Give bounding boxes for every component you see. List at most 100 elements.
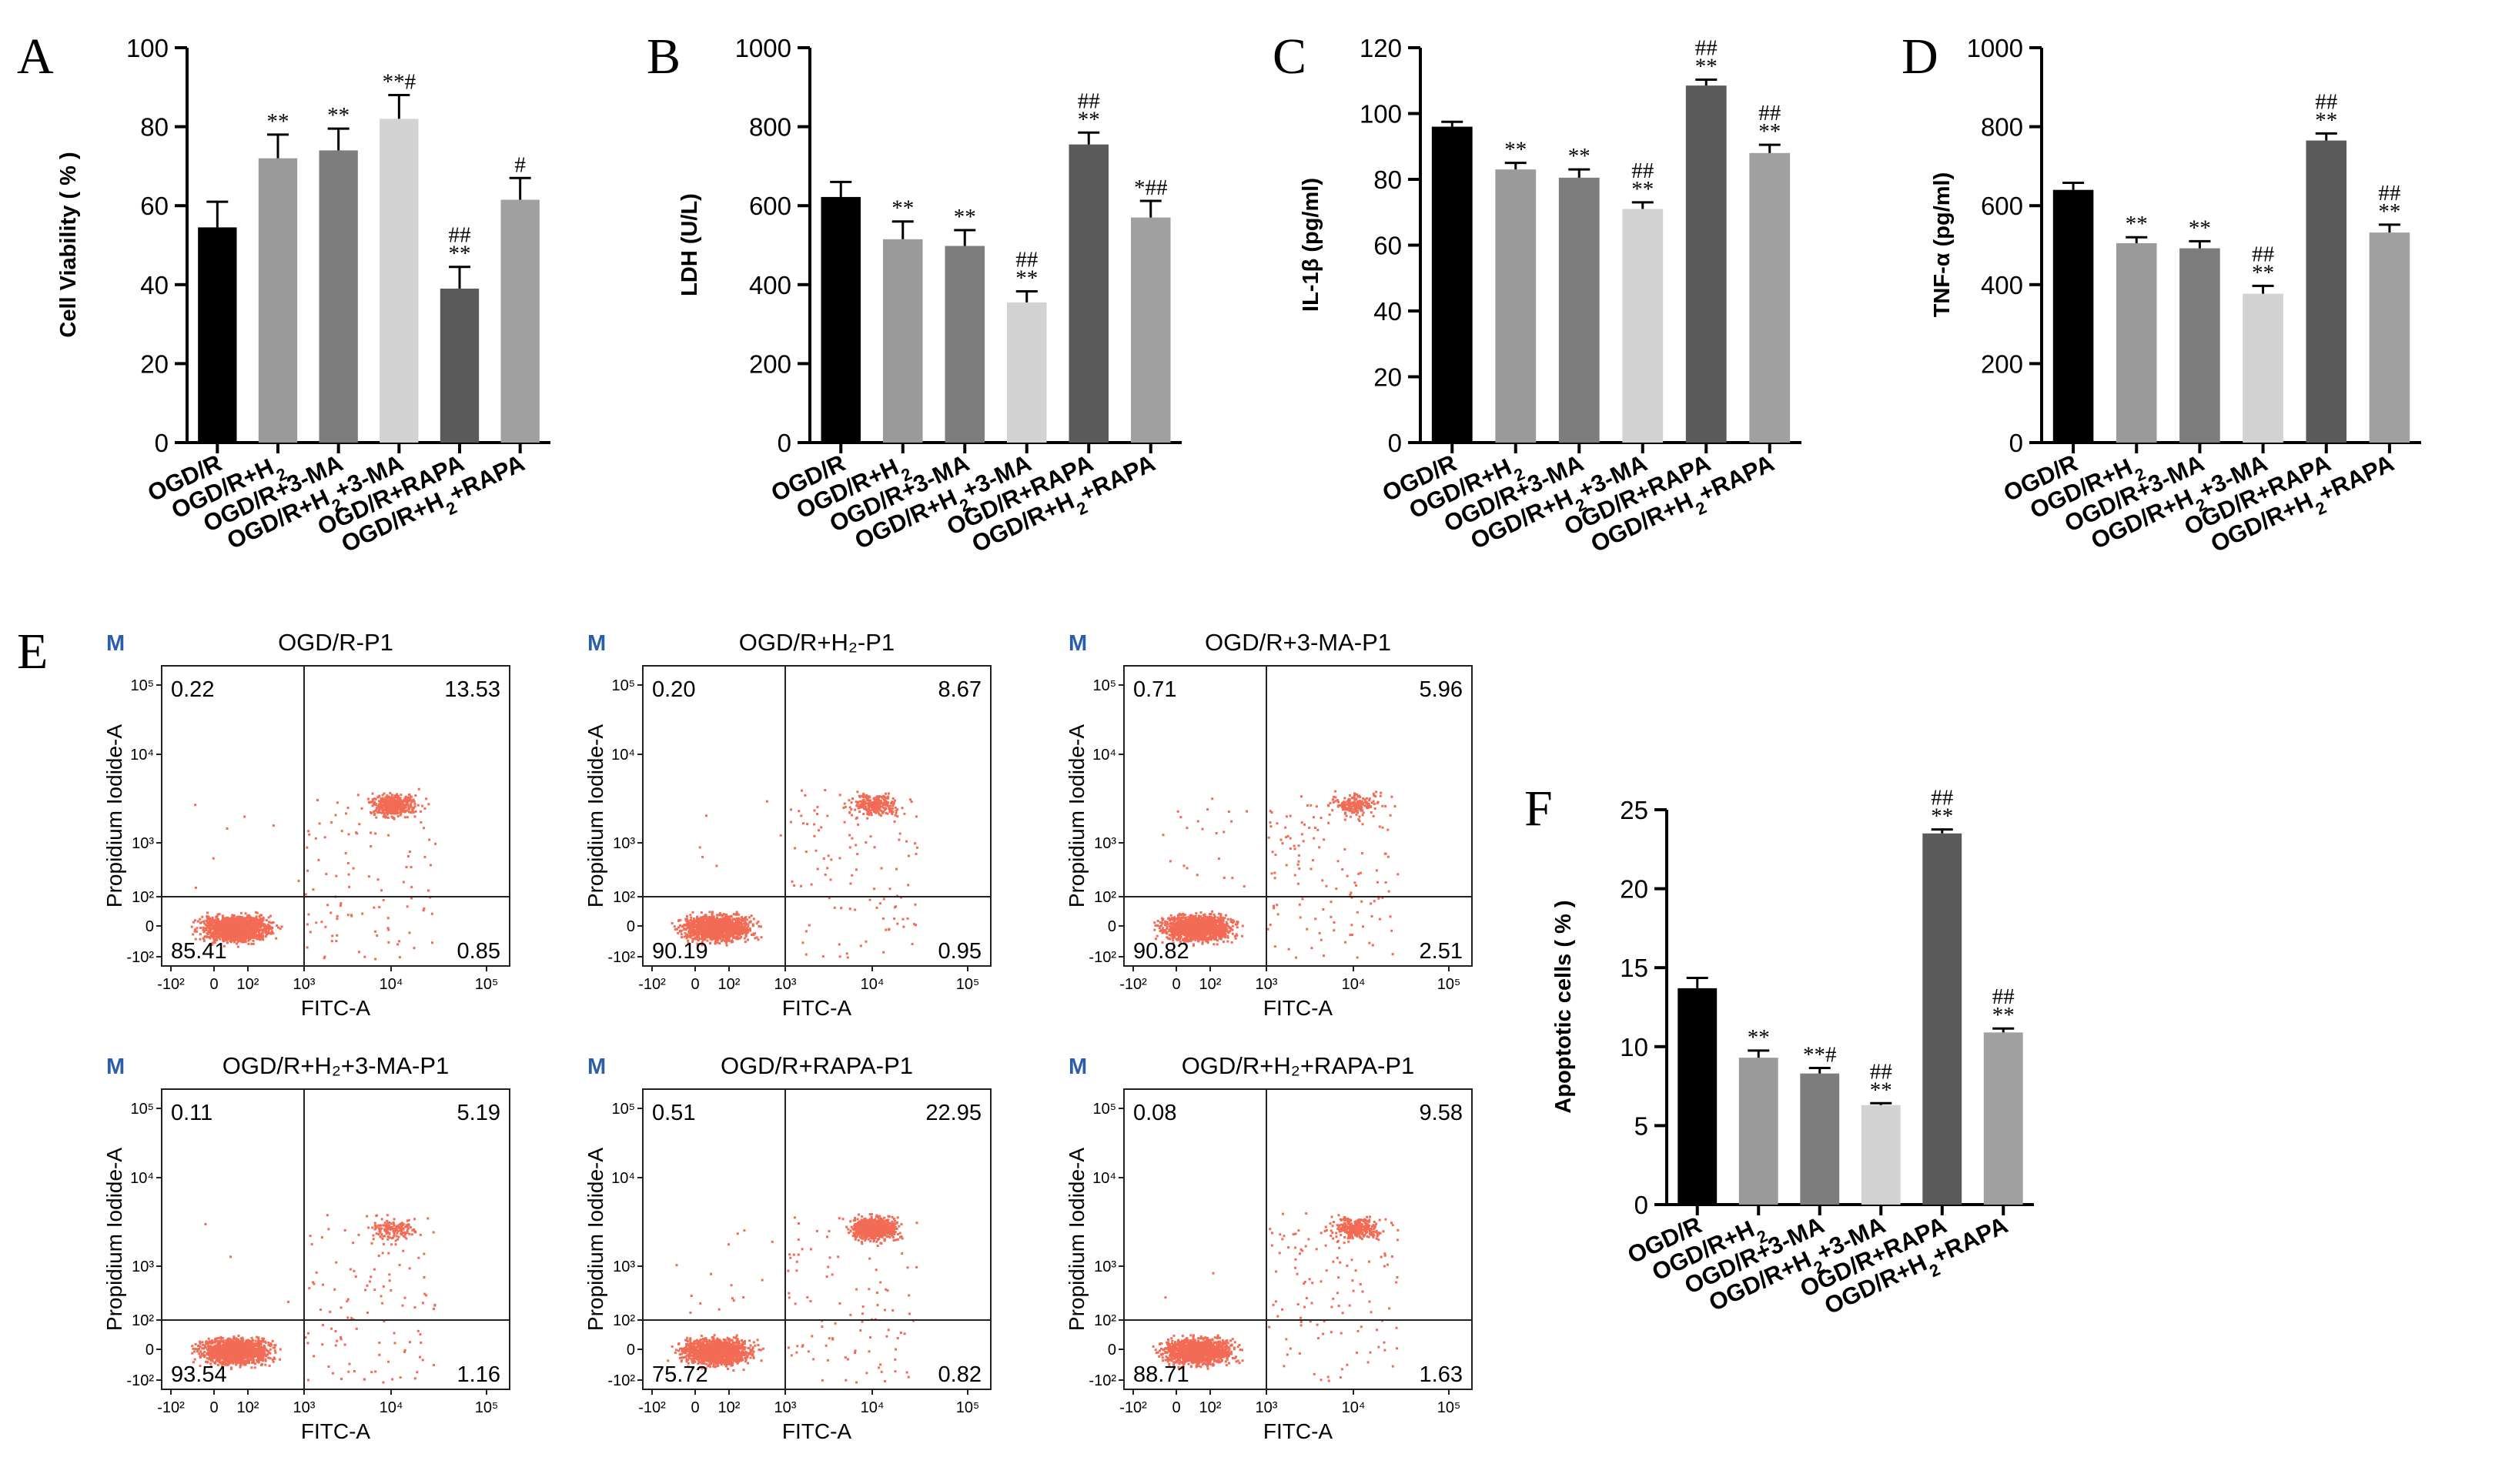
cell-point bbox=[407, 811, 410, 814]
cell-point bbox=[398, 956, 401, 959]
cell-point bbox=[714, 941, 717, 944]
significance-mark: ** bbox=[2315, 108, 2337, 132]
cell-point bbox=[411, 808, 414, 811]
cell-point bbox=[716, 924, 719, 928]
cell-point bbox=[684, 917, 687, 921]
cell-point bbox=[276, 926, 279, 929]
cell-point bbox=[858, 805, 861, 808]
cell-point bbox=[714, 921, 717, 924]
cell-point bbox=[407, 806, 410, 809]
cell-point bbox=[882, 798, 885, 801]
cell-point bbox=[1194, 932, 1197, 935]
cell-point bbox=[901, 807, 904, 810]
cell-point bbox=[210, 920, 213, 923]
cell-point bbox=[740, 924, 743, 927]
cell-point bbox=[721, 939, 724, 942]
cell-point bbox=[249, 917, 253, 920]
cell-point bbox=[377, 800, 380, 803]
cell-point bbox=[696, 942, 699, 945]
cell-point bbox=[404, 795, 407, 798]
cell-point bbox=[241, 933, 244, 936]
cell-point bbox=[413, 815, 416, 818]
cell-point bbox=[731, 928, 734, 931]
cell-point bbox=[734, 931, 737, 934]
cell-point bbox=[1229, 917, 1233, 921]
cell-point bbox=[1181, 926, 1184, 929]
cell-point bbox=[894, 814, 897, 817]
cell-point bbox=[724, 919, 727, 922]
cell-point bbox=[714, 927, 717, 930]
cell-point bbox=[380, 889, 383, 892]
cell-point bbox=[406, 905, 409, 908]
cell-point bbox=[1215, 931, 1218, 934]
cell-point bbox=[215, 933, 218, 936]
cell-point bbox=[402, 881, 405, 884]
cell-point bbox=[1209, 938, 1213, 941]
y-tick-label: 25 bbox=[1620, 796, 1648, 824]
cell-point bbox=[253, 930, 256, 933]
cell-point bbox=[224, 928, 227, 931]
cell-point bbox=[216, 919, 219, 922]
cell-point bbox=[395, 799, 398, 802]
cell-point bbox=[231, 935, 234, 938]
cell-point bbox=[1199, 911, 1202, 914]
cell-point bbox=[247, 942, 250, 945]
cell-point bbox=[233, 941, 236, 944]
cell-point bbox=[905, 840, 908, 843]
cell-point bbox=[724, 928, 727, 931]
cell-point bbox=[1226, 936, 1229, 939]
cell-point bbox=[386, 810, 390, 813]
cell-point bbox=[1212, 921, 1215, 924]
bar bbox=[258, 158, 298, 443]
cell-point bbox=[1195, 926, 1198, 929]
cell-point bbox=[806, 823, 809, 826]
cell-point bbox=[715, 938, 718, 941]
cell-point bbox=[734, 936, 737, 939]
cell-point bbox=[371, 792, 374, 795]
cell-point bbox=[373, 797, 376, 800]
cell-point bbox=[726, 929, 729, 932]
cell-point bbox=[209, 919, 212, 922]
cell-point bbox=[1199, 936, 1202, 939]
cell-point bbox=[1195, 917, 1198, 921]
cell-point bbox=[892, 801, 895, 804]
cell-point bbox=[698, 930, 701, 933]
cell-point bbox=[1189, 917, 1192, 921]
cell-point bbox=[691, 925, 694, 928]
cell-point bbox=[247, 939, 250, 942]
cell-point bbox=[403, 808, 406, 811]
cell-point bbox=[743, 927, 746, 930]
cell-point bbox=[239, 917, 242, 920]
cell-point bbox=[865, 802, 868, 805]
cell-point bbox=[889, 807, 892, 811]
cell-point bbox=[1205, 938, 1208, 941]
cell-point bbox=[713, 935, 716, 938]
significance-mark: ## bbox=[1695, 35, 1718, 60]
cell-point bbox=[709, 941, 712, 944]
cell-point bbox=[307, 913, 310, 916]
cell-point bbox=[895, 867, 898, 871]
cell-point bbox=[334, 814, 337, 817]
cell-point bbox=[1208, 913, 1211, 916]
cell-point bbox=[724, 924, 727, 927]
cell-point bbox=[739, 921, 742, 924]
cell-point bbox=[747, 925, 750, 928]
cell-point bbox=[1202, 924, 1206, 927]
cell-point bbox=[882, 794, 885, 797]
cell-point bbox=[258, 935, 261, 938]
cell-point bbox=[1221, 917, 1224, 921]
cell-point bbox=[864, 800, 867, 804]
cell-point bbox=[1154, 938, 1157, 941]
y-tick-label: 15 bbox=[1620, 954, 1648, 982]
cell-point bbox=[222, 944, 226, 948]
cell-point bbox=[725, 919, 728, 922]
cell-point bbox=[737, 924, 740, 928]
cell-point bbox=[1198, 928, 1201, 931]
cell-point bbox=[1183, 917, 1186, 920]
cell-point bbox=[381, 809, 384, 812]
cell-point bbox=[683, 928, 686, 931]
cell-point bbox=[1174, 927, 1177, 930]
cell-point bbox=[887, 795, 890, 798]
cell-point bbox=[306, 946, 309, 949]
cell-point bbox=[816, 867, 819, 871]
